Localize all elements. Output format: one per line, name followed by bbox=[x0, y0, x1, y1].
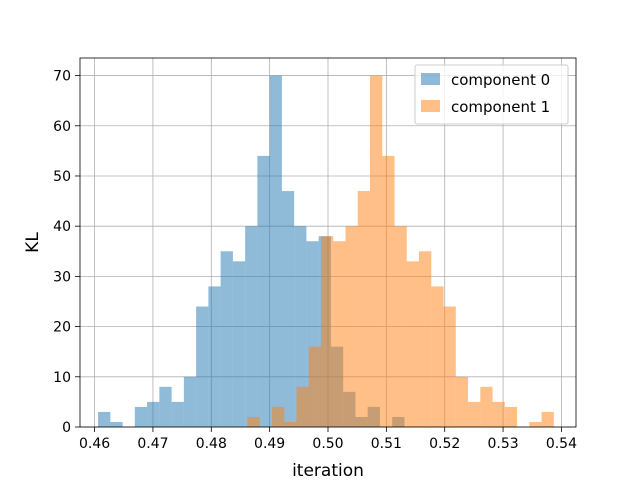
histogram-bar-component-0 bbox=[220, 251, 233, 427]
legend-box bbox=[414, 64, 569, 125]
histogram-bars bbox=[98, 75, 554, 428]
histogram-bar-component-1 bbox=[541, 411, 554, 427]
histogram-bar-component-1 bbox=[492, 401, 505, 427]
histogram-bar-component-1 bbox=[529, 421, 542, 427]
histogram-bar-component-0 bbox=[232, 261, 246, 427]
histogram-bar-component-1 bbox=[382, 155, 395, 428]
y-tick-label: 10 bbox=[53, 370, 71, 386]
histogram-bar-component-1 bbox=[394, 226, 407, 427]
histogram-bar-component-1 bbox=[370, 75, 383, 428]
histogram-bar-component-0 bbox=[98, 411, 111, 427]
histogram-bar-component-1 bbox=[308, 346, 321, 427]
histogram-bar-component-1 bbox=[284, 421, 297, 427]
histogram-bar-component-0 bbox=[294, 226, 307, 427]
histogram-bar-component-1 bbox=[431, 286, 444, 427]
y-tick-label: 20 bbox=[53, 320, 71, 336]
histogram-bar-component-0 bbox=[110, 421, 123, 427]
y-tick-label: 70 bbox=[53, 69, 71, 85]
histogram-bar-component-1 bbox=[419, 251, 432, 427]
legend-swatch-component-0 bbox=[421, 73, 440, 85]
x-tick-label: 0.47 bbox=[137, 436, 168, 452]
histogram-bar-component-0 bbox=[208, 286, 221, 427]
histogram-bar-component-0 bbox=[159, 386, 172, 427]
x-tick-label: 0.49 bbox=[254, 436, 285, 452]
legend: component 0 component 1 bbox=[414, 64, 569, 125]
histogram-bar-component-1 bbox=[271, 406, 285, 427]
x-tick-label: 0.53 bbox=[487, 436, 518, 452]
histogram-bar-component-0 bbox=[245, 226, 258, 427]
histogram-bar-component-1 bbox=[320, 236, 334, 427]
axis-ticks: 0.46 0.47 0.48 0.49 0.50 0.51 0.52 0.53 0.54 0 10 2… bbox=[53, 69, 577, 452]
histogram-bar-component-0 bbox=[171, 401, 184, 427]
histogram-bar-component-0 bbox=[183, 376, 197, 427]
legend-label-component-0: component 0 bbox=[451, 71, 550, 89]
histogram-bar-component-0 bbox=[196, 306, 209, 427]
x-tick-label: 0.54 bbox=[546, 436, 577, 452]
histogram-bar-component-1 bbox=[296, 386, 309, 427]
y-axis-title: KL bbox=[23, 232, 43, 253]
y-tick-label: 60 bbox=[53, 119, 71, 135]
y-tick-label: 0 bbox=[62, 420, 71, 436]
histogram-bar-component-1 bbox=[345, 226, 358, 427]
histogram-bar-component-1 bbox=[468, 401, 481, 427]
histogram-bar-component-1 bbox=[333, 241, 346, 427]
histogram-bar-component-1 bbox=[357, 191, 371, 427]
x-axis-title: iteration bbox=[292, 461, 364, 480]
histogram-bar-component-0 bbox=[147, 401, 160, 427]
legend-label-component-1: component 1 bbox=[451, 98, 550, 116]
x-tick-label: 0.51 bbox=[371, 436, 402, 452]
x-tick-label: 0.52 bbox=[429, 436, 460, 452]
histogram-bar-component-1 bbox=[406, 261, 420, 427]
histogram-bar-component-1 bbox=[480, 386, 493, 427]
y-tick-label: 50 bbox=[53, 169, 71, 185]
histogram-bar-component-0 bbox=[134, 406, 148, 427]
histogram-bar-component-1 bbox=[443, 306, 456, 427]
y-tick-label: 40 bbox=[53, 219, 71, 235]
histogram-bar-component-0 bbox=[281, 191, 295, 427]
histogram-bar-component-1 bbox=[455, 376, 469, 427]
histogram-bar-component-1 bbox=[504, 406, 518, 427]
histogram-bar-component-0 bbox=[257, 155, 270, 428]
histogram-bar-component-1 bbox=[247, 416, 260, 427]
x-tick-label: 0.46 bbox=[79, 436, 110, 452]
histogram-bar-component-0 bbox=[269, 75, 282, 428]
x-tick-label: 0.48 bbox=[196, 436, 227, 452]
legend-swatch-component-1 bbox=[421, 100, 440, 112]
y-tick-label: 30 bbox=[53, 269, 71, 285]
x-tick-label: 0.50 bbox=[312, 436, 343, 452]
